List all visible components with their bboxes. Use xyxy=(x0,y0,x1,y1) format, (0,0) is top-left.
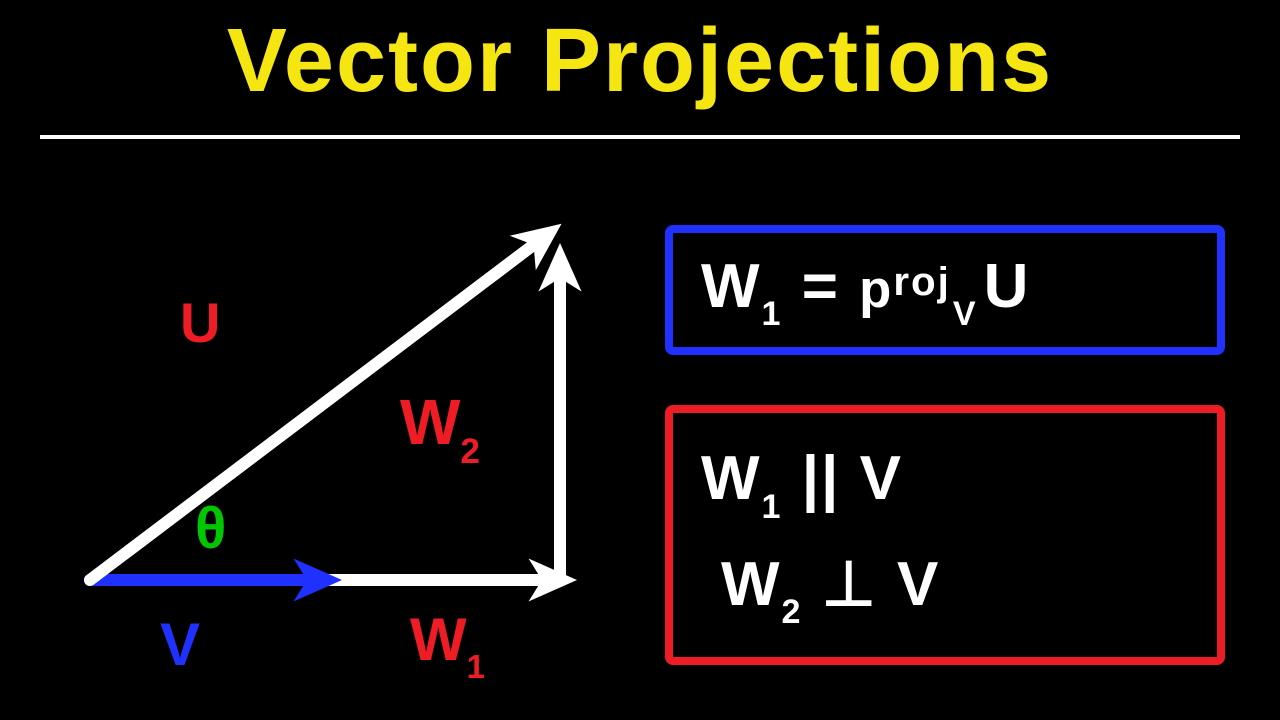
f1-wsub: 1 xyxy=(762,295,783,333)
f1-projsub: V xyxy=(953,295,978,333)
f1-roj: roj xyxy=(893,259,951,304)
f2l1-rel: || xyxy=(782,444,859,513)
label-w2-main: W xyxy=(400,386,460,458)
vector-diagram xyxy=(30,160,630,680)
label-w2: W2 xyxy=(400,385,480,467)
label-w1-sub: 1 xyxy=(467,648,485,685)
formula-parallel: W1 || V xyxy=(701,443,1189,521)
f1-eq: = xyxy=(782,252,859,321)
f2l2-wsub: 2 xyxy=(782,593,803,631)
title-underline xyxy=(40,135,1240,139)
f2l2-w: W xyxy=(721,550,782,619)
f1-u: U xyxy=(984,252,1031,321)
label-w1-main: W xyxy=(410,606,467,673)
f2l2-rel: ⊥ xyxy=(802,550,896,619)
f1-p: p xyxy=(859,260,893,319)
f2l1-wsub: 1 xyxy=(762,488,783,526)
label-v: V xyxy=(160,610,200,679)
formula-box-projection: W1 = projVU xyxy=(665,225,1225,355)
formula-box-relations: W1 || V W2 ⊥ V xyxy=(665,405,1225,665)
f1-w: W xyxy=(701,252,762,321)
label-w1: W1 xyxy=(410,605,485,681)
label-w2-sub: 2 xyxy=(460,432,480,471)
f2l1-v: V xyxy=(860,444,903,513)
formula-projection: W1 = projVU xyxy=(701,251,1030,329)
f2l2-v: V xyxy=(897,550,940,619)
page-title: Vector Projections xyxy=(227,10,1053,113)
label-theta: θ xyxy=(195,495,226,562)
label-u: U xyxy=(180,290,220,355)
f2l1-w: W xyxy=(701,444,762,513)
formula-perpendicular: W2 ⊥ V xyxy=(701,547,1189,627)
